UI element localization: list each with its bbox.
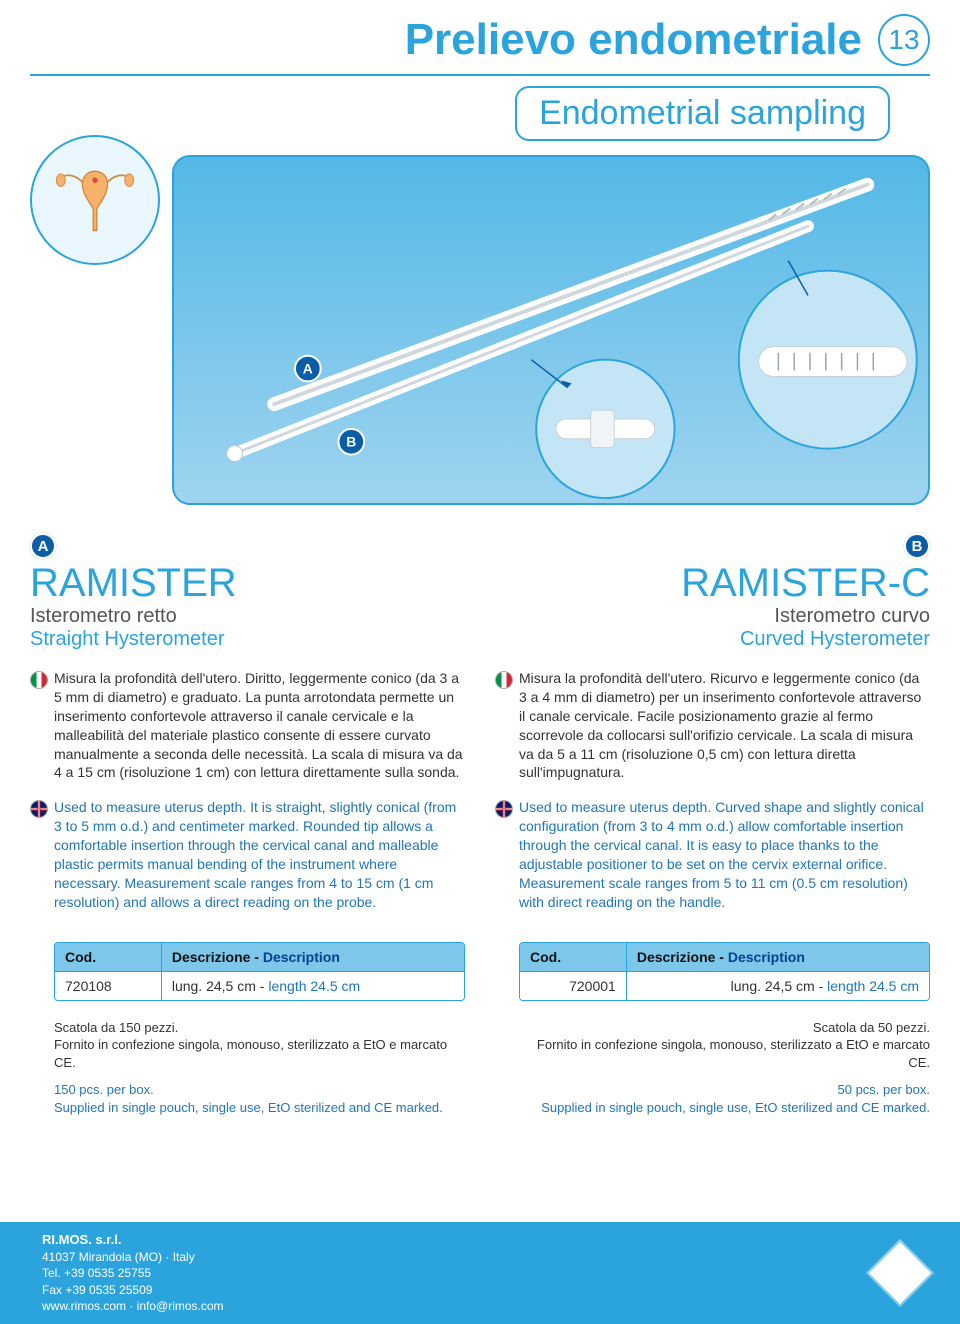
page-title-en: Endometrial sampling — [515, 86, 890, 141]
page-title-it: Prelievo endometriale — [405, 15, 862, 65]
th-cod: Cod. — [55, 943, 161, 972]
footer-logo-icon — [866, 1239, 934, 1307]
ramisterc-sub-en: Curved Hysterometer — [495, 628, 930, 651]
ramister-name: RAMISTER — [30, 563, 465, 603]
footer-web: www.rimos.com · info@rimos.com — [42, 1298, 224, 1314]
ramister-sub-en: Straight Hysterometer — [30, 628, 465, 651]
ramister-packaging: Scatola da 150 pezzi. Fornito in confezi… — [54, 1019, 465, 1117]
flag-it-icon — [30, 671, 48, 689]
divider — [30, 74, 930, 76]
product-illustration: A B — [172, 155, 930, 505]
sub-header: Endometrial sampling — [30, 86, 930, 141]
footer-text: RI.MOS. s.r.l. 41037 Mirandola (MO) · It… — [42, 1232, 224, 1314]
ramister-desc-it: Misura la profondità dell'utero. Diritto… — [54, 669, 465, 782]
ramisterc-pack-en: 50 pcs. per box. Supplied in single pouc… — [519, 1081, 930, 1116]
flag-uk-icon — [495, 800, 513, 818]
ramisterc-desc-it-block: Misura la profondità dell'utero. Ricurvo… — [495, 669, 930, 782]
footer-addr: 41037 Mirandola (MO) · Italy — [42, 1249, 224, 1265]
ramister-desc-en: Used to measure uterus depth. It is stra… — [54, 798, 465, 911]
ramisterc-desc-en-block: Used to measure uterus depth. Curved sha… — [495, 798, 930, 911]
product-ramister: A RAMISTER Isterometro retto Straight Hy… — [30, 533, 465, 1116]
flag-it-icon — [495, 671, 513, 689]
th-cod: Cod. — [520, 943, 626, 972]
product-ramister-c: B RAMISTER-C Isterometro curvo Curved Hy… — [495, 533, 930, 1116]
products-row: A RAMISTER Isterometro retto Straight Hy… — [30, 533, 930, 1116]
footer-company: RI.MOS. s.r.l. — [42, 1232, 224, 1247]
ramister-table: Cod. Descrizione - Description 720108 lu… — [54, 942, 465, 1001]
cell-desc: lung. 24,5 cm - length 24.5 cm — [161, 971, 464, 1000]
ramister-sub-it: Isterometro retto — [30, 605, 465, 628]
th-desc: Descrizione - Description — [626, 943, 929, 972]
ramister-desc-it-block: Misura la profondità dell'utero. Diritto… — [30, 669, 465, 782]
ramisterc-pack-it: Scatola da 50 pezzi. Fornito in confezio… — [519, 1019, 930, 1072]
page-number: 13 — [888, 24, 919, 56]
ramister-pack-it: Scatola da 150 pezzi. Fornito in confezi… — [54, 1019, 465, 1072]
hero-row: A B — [30, 155, 930, 505]
label-a-icon: A — [30, 533, 56, 559]
ramisterc-sub-it: Isterometro curvo — [495, 605, 930, 628]
table-row: 720108 lung. 24,5 cm - length 24.5 cm — [55, 971, 464, 1000]
ramisterc-packaging: Scatola da 50 pezzi. Fornito in confezio… — [519, 1019, 930, 1117]
header: Prelievo endometriale 13 — [30, 0, 930, 74]
svg-text:B: B — [346, 434, 356, 450]
cell-code: 720001 — [520, 971, 626, 1000]
ramister-pack-en: 150 pcs. per box. Supplied in single pou… — [54, 1081, 465, 1116]
cell-code: 720108 — [55, 971, 161, 1000]
ramister-desc-en-block: Used to measure uterus depth. It is stra… — [30, 798, 465, 911]
anatomy-icon — [30, 135, 160, 265]
footer: RI.MOS. s.r.l. 41037 Mirandola (MO) · It… — [0, 1222, 960, 1324]
flag-uk-icon — [30, 800, 48, 818]
label-b-icon: B — [904, 533, 930, 559]
footer-tel: Tel. +39 0535 25755 — [42, 1265, 224, 1281]
page-number-badge: 13 — [878, 14, 930, 66]
footer-fax: Fax +39 0535 25509 — [42, 1282, 224, 1298]
cell-desc: lung. 24,5 cm - length 24.5 cm — [626, 971, 929, 1000]
ramisterc-name: RAMISTER-C — [495, 563, 930, 603]
table-row: 720001 lung. 24,5 cm - length 24.5 cm — [520, 971, 929, 1000]
svg-text:A: A — [303, 360, 313, 376]
th-desc: Descrizione - Description — [161, 943, 464, 972]
ramisterc-desc-it: Misura la profondità dell'utero. Ricurvo… — [519, 669, 930, 782]
ramisterc-desc-en: Used to measure uterus depth. Curved sha… — [519, 798, 930, 911]
ramisterc-table: Cod. Descrizione - Description 720001 lu… — [519, 942, 930, 1001]
